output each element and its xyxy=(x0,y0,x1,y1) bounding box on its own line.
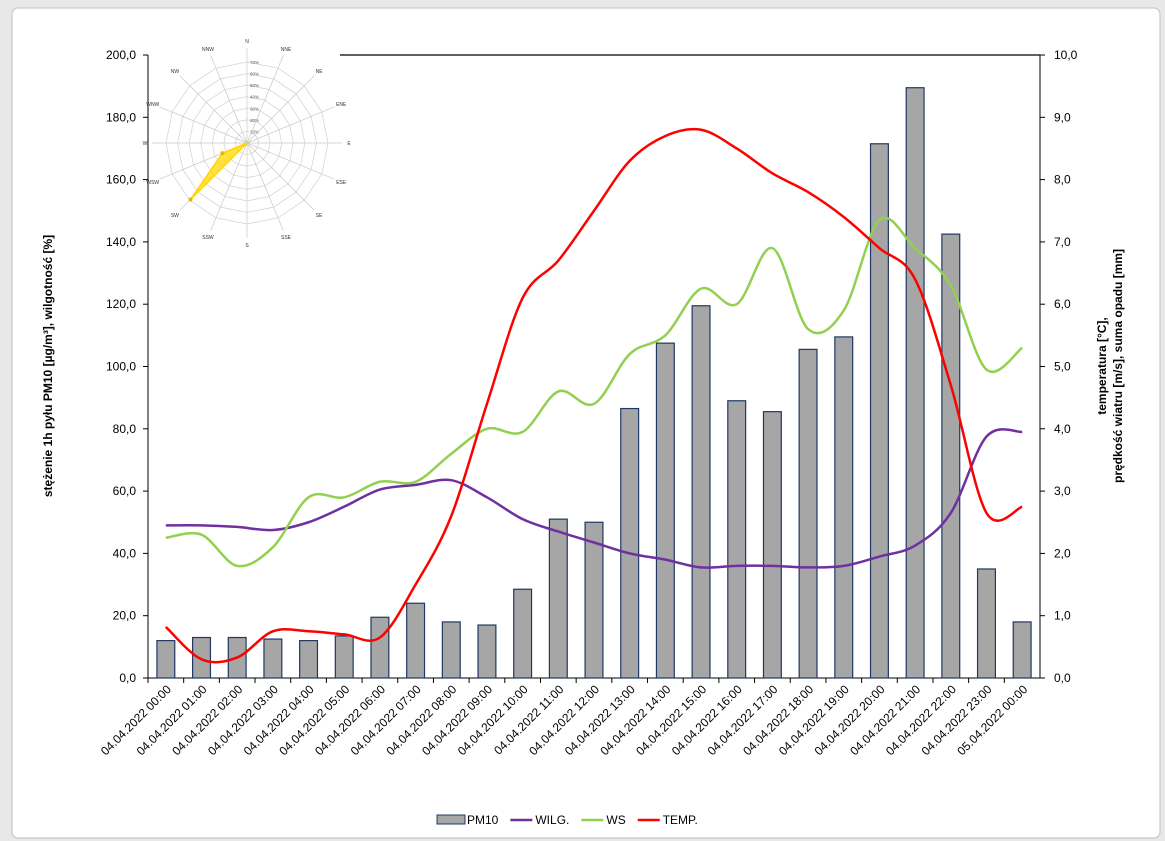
bar xyxy=(691,305,711,679)
rose-spoke xyxy=(179,75,248,144)
y2-tick-label: 0,0 xyxy=(1054,671,1071,685)
bar xyxy=(406,602,426,679)
rose-spoke xyxy=(246,142,335,180)
rose-direction: NE xyxy=(316,69,324,75)
bar xyxy=(192,636,212,679)
rose-area xyxy=(189,142,248,200)
y-tick-label: 160,0 xyxy=(106,173,136,187)
rose-direction: SSE xyxy=(281,235,292,241)
y2-tick-label: 9,0 xyxy=(1054,110,1071,124)
legend-label: PM10 xyxy=(467,813,499,827)
rose-direction: W xyxy=(143,141,148,147)
rose-direction: N xyxy=(245,39,249,45)
bar xyxy=(727,400,747,679)
rose-ring-label: 70% xyxy=(250,60,259,65)
rose-ring-label: 40% xyxy=(250,95,259,100)
rose-spoke xyxy=(246,75,315,144)
y2-axis-title: temperatura [°C], xyxy=(1095,317,1109,414)
rose-spoke xyxy=(246,55,284,144)
bar xyxy=(513,588,533,679)
y2-tick-label: 10,0 xyxy=(1054,48,1078,62)
bar xyxy=(976,568,996,679)
rose-spoke xyxy=(210,55,248,144)
bar xyxy=(620,407,640,679)
rose-direction: NW xyxy=(171,69,180,75)
rose-direction: E xyxy=(347,141,351,147)
rose-direction: SSW xyxy=(202,235,214,241)
bar xyxy=(869,143,889,679)
rose-spoke xyxy=(246,142,284,231)
y2-tick-label: 5,0 xyxy=(1054,360,1071,374)
bar xyxy=(156,640,176,679)
legend-label: WILG. xyxy=(535,813,569,827)
y-tick-label: 120,0 xyxy=(106,297,136,311)
bar xyxy=(263,638,283,679)
y-tick-label: 60,0 xyxy=(113,484,137,498)
y-tick-label: 20,0 xyxy=(113,609,137,623)
y2-tick-label: 6,0 xyxy=(1054,297,1071,311)
y2-tick-label: 1,0 xyxy=(1054,609,1071,623)
legend-label: TEMP. xyxy=(663,813,698,827)
rose-ring-label: 50% xyxy=(250,83,259,88)
rose-ring-label: 60% xyxy=(250,72,259,77)
rose-direction: ESE xyxy=(336,180,347,186)
bar xyxy=(370,616,390,679)
rose-direction: SE xyxy=(316,213,323,219)
y-tick-label: 180,0 xyxy=(106,110,136,124)
bar xyxy=(655,342,675,679)
rose-spoke xyxy=(246,142,315,211)
rose-ring-label: 30% xyxy=(250,106,259,111)
line xyxy=(165,216,1023,568)
y-tick-label: 40,0 xyxy=(113,546,137,560)
bar xyxy=(441,621,461,679)
bar xyxy=(584,521,604,679)
rose-direction: ENE xyxy=(336,102,347,108)
y-tick-label: 200,0 xyxy=(106,48,136,62)
rose-spoke xyxy=(246,106,335,144)
y2-axis-title: prędkość wiatru [m/s], suma opadu [mm] xyxy=(1111,249,1125,483)
y-tick-label: 140,0 xyxy=(106,235,136,249)
rose-ring-label: 20% xyxy=(250,118,259,123)
bar xyxy=(905,87,925,679)
rose-point xyxy=(220,151,225,156)
bar xyxy=(299,640,319,679)
line xyxy=(165,428,1023,569)
rose-direction: S xyxy=(245,243,249,249)
bar xyxy=(941,233,961,679)
y2-tick-label: 3,0 xyxy=(1054,484,1071,498)
rose-direction: WNW xyxy=(146,102,159,108)
bar xyxy=(834,336,854,679)
bar xyxy=(477,624,497,679)
rose-ring-label: 10% xyxy=(250,129,259,134)
bar xyxy=(798,348,818,679)
y2-tick-label: 2,0 xyxy=(1054,546,1071,560)
rose-point xyxy=(188,197,193,202)
bar xyxy=(1012,621,1032,679)
legend-swatch xyxy=(436,814,466,825)
legend-label: WS xyxy=(606,813,625,827)
y-tick-label: 100,0 xyxy=(106,360,136,374)
y-axis-title: stężenie 1h pyłu PM10 [µg/m³], wilgotnoś… xyxy=(41,235,55,497)
rose-spoke xyxy=(210,142,248,231)
rose-direction: NNE xyxy=(281,47,292,53)
bar xyxy=(334,635,354,679)
y2-tick-label: 8,0 xyxy=(1054,173,1071,187)
y2-tick-label: 7,0 xyxy=(1054,235,1071,249)
y2-tick-label: 4,0 xyxy=(1054,422,1071,436)
bar xyxy=(762,411,782,679)
y-tick-label: 0,0 xyxy=(119,671,136,685)
rose-spoke xyxy=(159,106,248,144)
y-tick-label: 80,0 xyxy=(113,422,137,436)
rose-direction: WSW xyxy=(146,180,159,186)
bar xyxy=(548,518,568,679)
line xyxy=(164,127,1023,664)
rose-direction: NNW xyxy=(202,47,214,53)
rose-direction: SW xyxy=(171,213,179,219)
